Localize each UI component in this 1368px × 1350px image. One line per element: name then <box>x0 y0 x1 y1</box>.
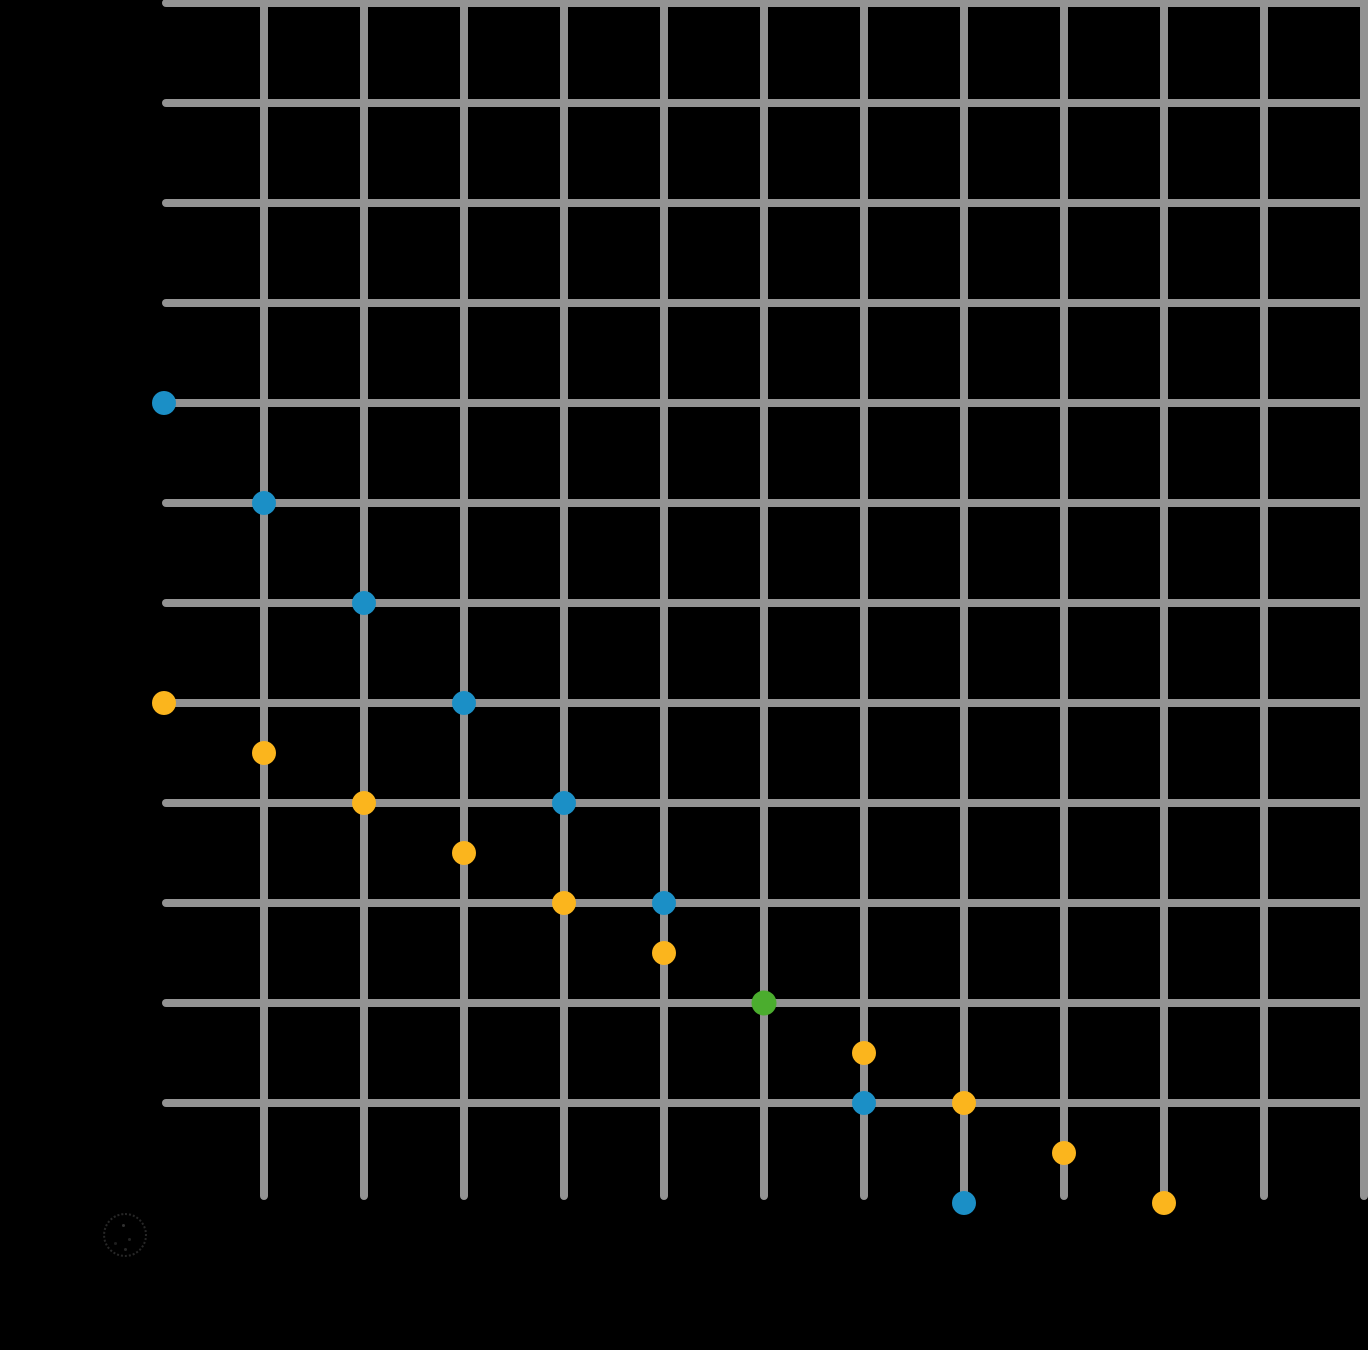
blue-series-point <box>652 891 676 915</box>
orange-series-point <box>1052 1141 1076 1165</box>
intersection-point-point <box>751 990 777 1016</box>
orange-series-point <box>452 841 476 865</box>
orange-series-point <box>552 891 576 915</box>
orange-series-point <box>852 1041 876 1065</box>
blue-series-point <box>952 1191 976 1215</box>
orange-series-point <box>352 791 376 815</box>
orange-series-point <box>152 691 176 715</box>
blue-series-point <box>852 1091 876 1115</box>
orange-series-point <box>952 1091 976 1115</box>
blue-series-point <box>452 691 476 715</box>
watermark-circle-icon <box>103 1213 147 1257</box>
blue-series-point <box>352 591 376 615</box>
blue-series-point <box>552 791 576 815</box>
orange-series-point <box>252 741 276 765</box>
orange-series-point <box>652 941 676 965</box>
blue-series-point <box>152 391 176 415</box>
orange-series-point <box>1152 1191 1176 1215</box>
blue-series-point <box>252 491 276 515</box>
